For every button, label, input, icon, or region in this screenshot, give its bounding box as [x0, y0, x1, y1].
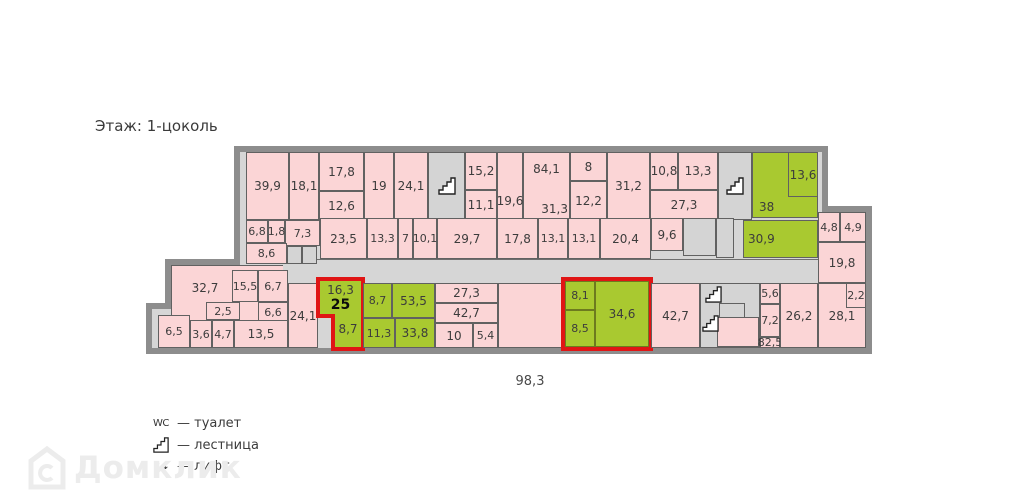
room-unlabeled: [498, 283, 563, 348]
page-title: Этаж: 1-цоколь: [95, 117, 218, 135]
unit-room-30-9[interactable]: 30,9: [743, 220, 818, 258]
legend-wc: WC — туалет: [153, 416, 241, 431]
stairs-icon: [726, 177, 744, 195]
room-15-5: 15,5: [232, 270, 258, 302]
room-3-6: 3,6: [190, 320, 212, 348]
room-7-2: 7,2: [760, 304, 780, 337]
room-18-1: 18,1: [289, 152, 319, 220]
selected-unit-25-step-edge: [316, 314, 335, 318]
room-13-5: 13,5: [234, 320, 288, 348]
lift-lobby: [717, 317, 759, 347]
room-10: 10: [435, 323, 473, 348]
stairs-icon: [153, 437, 177, 453]
room-24-1b: 24,1: [288, 283, 318, 348]
legend-lift-label: — лифт: [177, 459, 230, 474]
room-23-5: 23,5: [320, 218, 367, 259]
room-31-3-label: 31,3: [541, 202, 568, 216]
room-24-1: 24,1: [394, 152, 428, 220]
watermark-house-icon: [28, 446, 66, 490]
legend-lift: ↑↓ — лифт: [153, 459, 230, 474]
room-27-3b: 27,3: [435, 283, 498, 303]
unit-room-34-6[interactable]: 34,6: [595, 281, 649, 347]
wc-room-3: [683, 218, 716, 256]
unit-room-53-5[interactable]: 53,5: [392, 283, 435, 318]
building-width-dimension: 98,3: [515, 374, 545, 389]
room-8-6: 8,6: [246, 243, 287, 264]
room-42-7a: 42,7: [435, 303, 498, 323]
stairs-icon: [702, 315, 719, 332]
unit-room-8-5[interactable]: 8,5: [565, 310, 595, 347]
room-5-4: 5,4: [473, 323, 498, 348]
room-42-7b: 42,7: [651, 283, 700, 348]
room-26-2: 26,2: [780, 283, 818, 348]
wc-room-4: [716, 218, 734, 258]
room-17-8b: 17,8: [497, 218, 538, 259]
selected-unit-34-6[interactable]: 8,1 8,5 34,6: [561, 277, 653, 351]
legend-wc-label: — туалет: [177, 416, 242, 431]
room-17-8: 17,8: [319, 152, 364, 191]
room-31-2: 31,2: [607, 152, 650, 220]
room-2-2: 2,2: [846, 283, 866, 308]
unit-room-13-6[interactable]: 13,6: [788, 152, 818, 197]
room-5-6: 5,6: [760, 283, 780, 304]
unit-room-8-1[interactable]: 8,1: [565, 281, 595, 310]
lift-icon: ↑↓: [153, 461, 170, 472]
stairwell-a: [428, 152, 465, 220]
room-2-5: 2,5: [206, 302, 240, 320]
room-7-3: 7,3: [285, 220, 320, 246]
room-13-1b: 13,1: [568, 218, 600, 259]
room-10-8: 10,8: [650, 152, 678, 190]
unit-room-33-8[interactable]: 33,8: [395, 318, 435, 348]
watermark-text: Домклик: [74, 450, 242, 486]
room-4-8: 4,8: [818, 212, 840, 242]
room-12-2: 12,2: [570, 181, 607, 220]
room-7: 7: [398, 218, 413, 259]
room-11-1: 11,1: [465, 190, 497, 220]
room-1-8: 1,8: [268, 220, 285, 243]
room-19: 19: [364, 152, 394, 220]
room-84-1-label: 84,1: [533, 162, 560, 176]
room-19-8: 19,8: [818, 242, 866, 283]
room-13-3: 13,3: [678, 152, 718, 190]
lift-shaft: [719, 303, 745, 318]
room-15-2: 15,2: [465, 152, 497, 190]
wc-room-1: [287, 246, 302, 264]
room-29-7: 29,7: [437, 218, 497, 259]
room-12-6: 12,6: [319, 191, 364, 220]
legend-stairs-label: — лестница: [177, 437, 259, 453]
unit-25-area-8-7: 8,7: [338, 321, 358, 336]
unit-25-number: 25: [330, 296, 351, 313]
room-19-6: 19,6: [497, 152, 523, 220]
main-corridor: [283, 259, 822, 284]
unit-room-8-7[interactable]: 8,7: [363, 283, 392, 318]
room-4-9: 4,9: [840, 212, 866, 242]
room-6-7: 6,7: [258, 270, 288, 302]
room-39-9: 39,9: [246, 152, 289, 220]
room-27-3: 27,3: [650, 190, 718, 220]
room-9-6: 9,6: [651, 218, 683, 251]
room-13-1a: 13,1: [538, 218, 568, 259]
room-82-5: 82,5: [757, 336, 783, 349]
room-6-6: 6,6: [258, 302, 288, 322]
watermark: Домклик: [28, 446, 242, 490]
wc-room-2: [302, 246, 317, 264]
room-6-5: 6,5: [158, 315, 190, 348]
stairs-icon: [437, 177, 456, 195]
legend-stairs: — лестница: [153, 437, 259, 453]
room-32-7-label: 32,7: [191, 281, 219, 295]
stairwell-b: [718, 152, 752, 220]
room-6-8: 6,8: [246, 220, 268, 243]
room-20-4: 20,4: [600, 218, 651, 259]
room-84-1: 84,1 31,3: [523, 152, 570, 220]
unit-25-area-16-3: 16,3: [327, 282, 354, 297]
room-13-3b: 13,3: [367, 218, 398, 259]
stairs-icon: [705, 286, 722, 303]
wc-icon: WC: [153, 418, 169, 429]
room-8: 8: [570, 152, 607, 181]
room-4-7: 4,7: [212, 320, 234, 348]
unit-room-11-3[interactable]: 11,3: [363, 318, 395, 348]
room-10-1: 10,1: [413, 218, 437, 259]
stair-lift-block: [700, 283, 760, 348]
